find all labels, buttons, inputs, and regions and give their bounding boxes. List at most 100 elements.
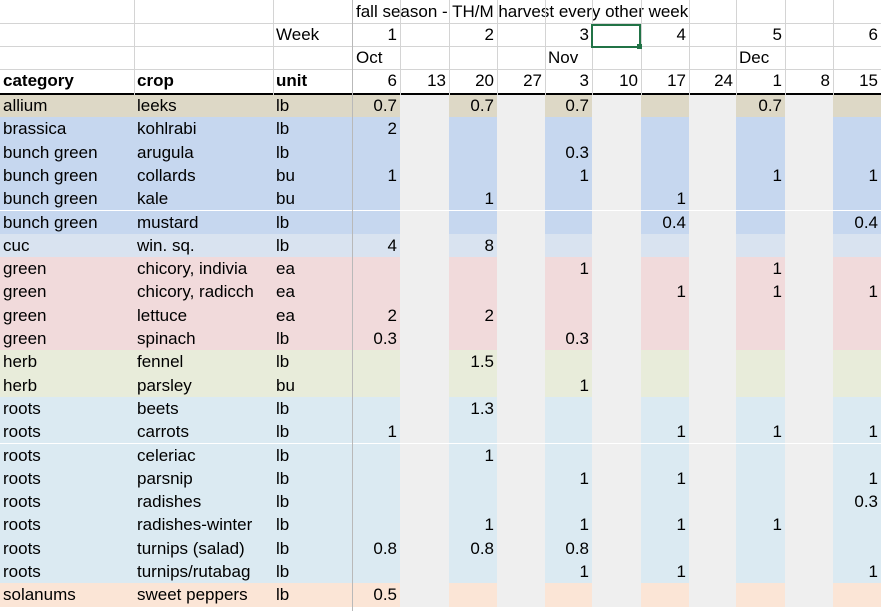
value-cell[interactable] xyxy=(497,117,545,141)
value-cell[interactable]: 0.4 xyxy=(833,210,881,234)
value-cell[interactable] xyxy=(353,560,400,584)
value-cell[interactable] xyxy=(497,536,545,560)
value-cell[interactable]: 0.3 xyxy=(833,490,881,514)
value-cell[interactable] xyxy=(497,583,545,607)
value-cell[interactable] xyxy=(545,350,592,374)
value-cell[interactable]: 1 xyxy=(641,280,689,304)
value-cell[interactable] xyxy=(400,373,449,397)
value-cell[interactable] xyxy=(592,583,641,607)
category-cell[interactable]: green xyxy=(0,303,134,327)
value-cell[interactable]: 2 xyxy=(449,303,497,327)
crop-cell[interactable]: fennel xyxy=(134,350,273,374)
value-cell[interactable] xyxy=(545,583,592,607)
category-cell[interactable]: green xyxy=(0,327,134,351)
value-cell[interactable] xyxy=(592,396,641,421)
value-cell[interactable] xyxy=(545,396,592,421)
value-cell[interactable] xyxy=(785,280,833,304)
value-cell[interactable]: 1.3 xyxy=(449,396,497,421)
unit-cell[interactable]: lb xyxy=(273,94,353,118)
value-cell[interactable] xyxy=(641,536,689,560)
value-cell[interactable] xyxy=(592,560,641,584)
value-cell[interactable] xyxy=(641,163,689,188)
value-cell[interactable] xyxy=(785,396,833,421)
value-cell[interactable] xyxy=(689,210,736,234)
crop-cell[interactable]: turnips (salad) xyxy=(134,536,273,560)
value-cell[interactable] xyxy=(592,280,641,304)
value-cell[interactable]: 1 xyxy=(353,163,400,188)
value-cell[interactable] xyxy=(449,117,497,141)
value-cell[interactable] xyxy=(833,303,881,327)
category-cell[interactable]: bunch green xyxy=(0,163,134,188)
value-cell[interactable]: 1 xyxy=(833,163,881,188)
value-cell[interactable]: 4 xyxy=(353,233,400,258)
value-cell[interactable] xyxy=(689,117,736,141)
value-cell[interactable] xyxy=(400,466,449,491)
value-cell[interactable] xyxy=(689,443,736,467)
unit-cell[interactable]: ea xyxy=(273,303,353,327)
month-cell[interactable]: Dec xyxy=(736,46,795,69)
unit-cell[interactable]: lb xyxy=(273,490,353,514)
crop-cell[interactable]: lettuce xyxy=(134,303,273,327)
unit-cell[interactable]: lb xyxy=(273,536,353,560)
value-cell[interactable] xyxy=(689,187,736,211)
category-cell[interactable]: herb xyxy=(0,373,134,397)
value-cell[interactable] xyxy=(689,350,736,374)
category-cell[interactable]: allium xyxy=(0,94,134,118)
unit-cell[interactable]: lb xyxy=(273,327,353,351)
unit-cell[interactable]: bu xyxy=(273,373,353,397)
value-cell[interactable] xyxy=(592,350,641,374)
value-cell[interactable] xyxy=(449,466,497,491)
value-cell[interactable] xyxy=(689,466,736,491)
unit-cell[interactable]: ea xyxy=(273,257,353,281)
value-cell[interactable]: 0.8 xyxy=(545,536,592,560)
crop-cell[interactable]: mustard xyxy=(134,210,273,234)
value-cell[interactable] xyxy=(449,327,497,351)
month-cell[interactable] xyxy=(689,46,746,69)
value-cell[interactable] xyxy=(736,303,785,327)
value-cell[interactable] xyxy=(785,466,833,491)
value-cell[interactable] xyxy=(400,187,449,211)
value-cell[interactable]: 2 xyxy=(353,303,400,327)
value-cell[interactable] xyxy=(545,443,592,467)
value-cell[interactable] xyxy=(592,443,641,467)
value-cell[interactable] xyxy=(689,513,736,537)
value-cell[interactable] xyxy=(736,210,785,234)
value-cell[interactable] xyxy=(641,303,689,327)
week-number-cell[interactable]: 2 xyxy=(449,23,497,46)
value-cell[interactable] xyxy=(689,163,736,188)
unit-cell[interactable]: bu xyxy=(273,163,353,188)
value-cell[interactable] xyxy=(400,303,449,327)
value-cell[interactable] xyxy=(785,117,833,141)
value-cell[interactable] xyxy=(400,443,449,467)
value-cell[interactable] xyxy=(592,327,641,351)
value-cell[interactable] xyxy=(833,257,881,281)
value-cell[interactable] xyxy=(689,536,736,560)
value-cell[interactable] xyxy=(641,117,689,141)
week-number-cell[interactable] xyxy=(689,23,736,46)
value-cell[interactable] xyxy=(833,233,881,258)
value-cell[interactable] xyxy=(497,280,545,304)
value-cell[interactable] xyxy=(400,560,449,584)
value-cell[interactable]: 1 xyxy=(833,280,881,304)
value-cell[interactable] xyxy=(545,210,592,234)
value-cell[interactable] xyxy=(641,233,689,258)
value-cell[interactable] xyxy=(353,513,400,537)
value-cell[interactable] xyxy=(833,350,881,374)
value-cell[interactable] xyxy=(545,233,592,258)
value-cell[interactable] xyxy=(592,303,641,327)
week-number-cell[interactable] xyxy=(785,23,833,46)
value-cell[interactable]: 1 xyxy=(545,560,592,584)
unit-cell[interactable]: lb xyxy=(273,560,353,584)
value-cell[interactable] xyxy=(592,163,641,188)
category-cell[interactable]: bunch green xyxy=(0,140,134,164)
value-cell[interactable] xyxy=(400,583,449,607)
day-header-cell[interactable]: 8 xyxy=(785,69,833,92)
value-cell[interactable] xyxy=(736,396,785,421)
value-cell[interactable]: 1 xyxy=(449,513,497,537)
value-cell[interactable] xyxy=(353,490,400,514)
value-cell[interactable] xyxy=(833,396,881,421)
value-cell[interactable] xyxy=(641,257,689,281)
value-cell[interactable]: 0.7 xyxy=(545,94,592,118)
value-cell[interactable]: 0.5 xyxy=(353,583,400,607)
value-cell[interactable] xyxy=(400,117,449,141)
